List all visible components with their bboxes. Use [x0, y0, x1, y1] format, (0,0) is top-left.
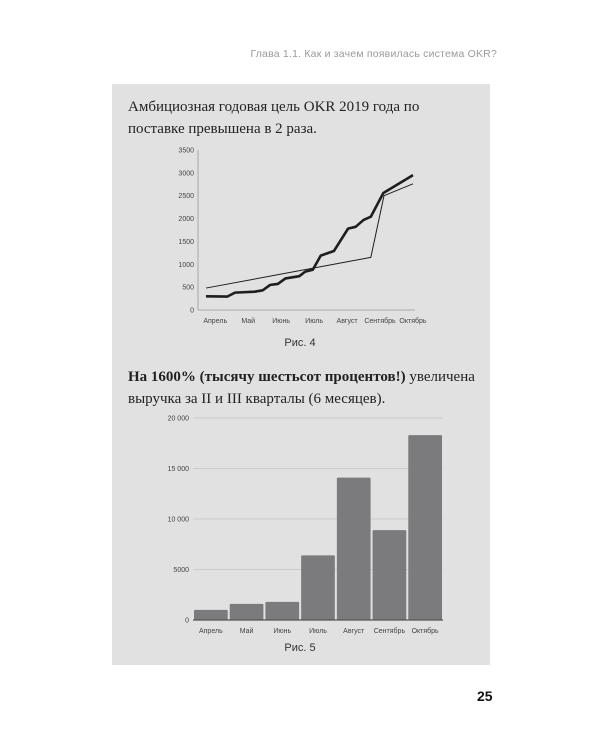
y-tick-label: 1500 — [178, 239, 194, 246]
paragraph-revenue: На 1600% (тысячу шестьсот процентов!) ув… — [128, 366, 478, 410]
figure-4-caption: Рис. 4 — [284, 337, 316, 349]
y-tick-label: 20 000 — [168, 416, 190, 423]
page-number: 25 — [477, 688, 493, 704]
bar-Июнь — [265, 601, 300, 620]
bar-Сентябрь — [372, 530, 407, 620]
y-tick-label: 2000 — [178, 216, 194, 223]
x-tick-label: Апрель — [199, 628, 223, 635]
y-tick-label: 10 000 — [168, 517, 190, 524]
y-tick-label: 0 — [190, 308, 194, 315]
x-tick-label: Октябрь — [412, 627, 439, 635]
y-tick-label: 3000 — [178, 170, 194, 177]
running-header: Глава 1.1. Как и зачем появилась система… — [250, 48, 497, 60]
bar-Май — [229, 603, 264, 620]
x-tick-label: Август — [343, 628, 365, 635]
x-tick-label: Июль — [309, 628, 327, 635]
bar-Июль — [301, 555, 335, 620]
x-tick-label: Сентябрь — [364, 317, 396, 325]
bar-Август — [336, 477, 371, 620]
x-tick-label: Июль — [305, 318, 323, 325]
bar-Октябрь — [408, 435, 442, 620]
revenue-regular: увеличена выручка за II и III кварталы (… — [128, 369, 475, 407]
x-tick-label: Май — [240, 627, 254, 635]
y-tick-label: 0 — [185, 618, 189, 625]
x-tick-label: Апрель — [203, 318, 227, 325]
x-tick-label: Июнь — [272, 318, 290, 325]
revenue-bold: На 1600% (тысячу шестьсот процентов!) — [128, 369, 406, 385]
figure-5-caption: Рис. 5 — [284, 642, 316, 654]
x-tick-label: Сентябрь — [374, 627, 406, 635]
y-tick-label: 2500 — [178, 193, 194, 200]
series-line-thin — [205, 183, 414, 289]
x-tick-label: Июнь — [273, 628, 291, 635]
y-tick-label: 1000 — [178, 262, 194, 269]
x-tick-label: Октябрь — [399, 317, 426, 325]
y-tick-label: 3500 — [178, 148, 194, 155]
y-tick-label: 5000 — [173, 567, 189, 574]
bar-Апрель — [194, 609, 228, 620]
series-line-thick — [205, 174, 414, 298]
x-tick-label: Август — [337, 318, 359, 325]
y-tick-label: 15 000 — [168, 466, 190, 473]
y-tick-label: 500 — [182, 285, 194, 292]
x-tick-label: Май — [241, 317, 255, 325]
paragraph-okr-goal: Амбициозная годовая цель OKR 2019 года п… — [128, 99, 420, 137]
